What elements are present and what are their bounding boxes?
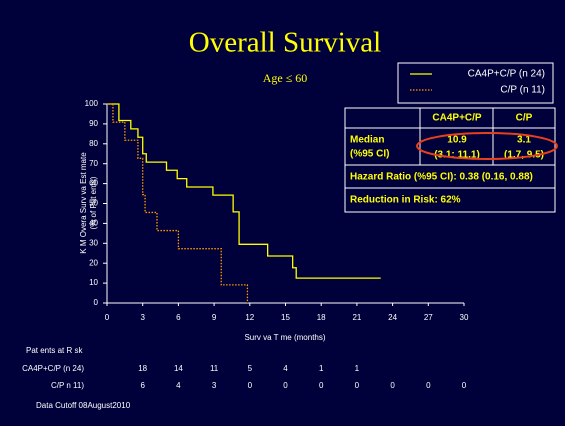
risk-count: 3 <box>212 381 217 390</box>
row-label: Median <box>350 135 384 146</box>
median-ci: (1.7, 9.5) <box>504 150 544 161</box>
risk-count: 4 <box>283 364 288 373</box>
risk-reduction: Reduction in Risk: 62% <box>350 195 461 206</box>
risk-title: Pat ents at R sk <box>26 346 83 355</box>
risk-count: 1 <box>355 364 360 373</box>
risk-count: 18 <box>138 364 147 373</box>
x-tick-label: 27 <box>424 313 433 322</box>
x-tick-label: 18 <box>317 313 326 322</box>
x-tick-label: 6 <box>176 313 181 322</box>
y-tick-label: 60 <box>89 179 98 188</box>
y-tick-label: 20 <box>89 258 98 267</box>
risk-count: 0 <box>462 381 467 390</box>
risk-count: 0 <box>426 381 431 390</box>
x-tick-label: 0 <box>105 313 110 322</box>
survival-curve <box>107 103 249 303</box>
x-tick-label: 30 <box>460 313 469 322</box>
risk-count: 0 <box>390 381 395 390</box>
legend-box <box>397 62 554 104</box>
risk-count: 4 <box>176 381 181 390</box>
risk-count: 5 <box>248 364 253 373</box>
row-label: (%95 CI) <box>350 149 389 160</box>
y-tick-label: 50 <box>89 199 98 208</box>
y-tick-label: 90 <box>89 119 98 128</box>
x-tick-label: 12 <box>245 313 254 322</box>
risk-count: 6 <box>140 381 145 390</box>
x-axis-label: Surv va T me (months) <box>244 333 325 342</box>
hazard-ratio: Hazard Ratio (%95 CI): 0.38 (0.16, 0.88) <box>350 172 533 183</box>
result-table: CA4P+C/P C/P Median (%95 CI) 10.9 (3.1: … <box>344 107 558 213</box>
y-tick-label: 30 <box>89 238 98 247</box>
risk-count: 0 <box>248 381 253 390</box>
risk-count: 11 <box>210 364 219 373</box>
survival-curve <box>107 103 381 279</box>
y-tick-label: 40 <box>89 219 98 228</box>
x-tick-label: 3 <box>140 313 145 322</box>
risk-count: 0 <box>355 381 360 390</box>
median-value: 3.1 <box>517 135 531 146</box>
legend-label: C/P (n 11) <box>500 85 545 96</box>
y-tick-label: 0 <box>94 298 99 307</box>
table-header: CA4P+C/P <box>432 113 482 124</box>
risk-count: 0 <box>283 381 288 390</box>
risk-row-label: CA4P+C/P (n 24) <box>22 364 84 373</box>
y-tick-label: 70 <box>89 159 98 168</box>
risk-row-label: C/P n 11) <box>51 381 84 390</box>
risk-count: 0 <box>319 381 324 390</box>
x-tick-label: 15 <box>281 313 290 322</box>
risk-count: 1 <box>319 364 324 373</box>
y-axis-label: K M Overa Surv va Est mate <box>79 152 88 254</box>
y-tick-label: 10 <box>89 278 98 287</box>
risk-count: 14 <box>174 364 183 373</box>
median-ci: (3.1: 11.1) <box>434 150 480 161</box>
x-tick-label: 24 <box>388 313 397 322</box>
y-tick-label: 80 <box>89 139 98 148</box>
footer: Data Cutoff 08August2010 <box>36 401 131 410</box>
median-value: 10.9 <box>447 135 467 146</box>
chart-title: Overall Survival <box>189 27 381 59</box>
legend-label: CA4P+C/P (n 24) <box>468 69 545 80</box>
x-tick-label: 9 <box>212 313 217 322</box>
y-axis-label: (% of Pat ents) <box>89 176 98 229</box>
highlight-ellipse <box>416 132 558 160</box>
table-header: C/P <box>516 113 533 124</box>
chart-subtitle: Age ≤ 60 <box>263 71 308 85</box>
x-tick-label: 21 <box>352 313 361 322</box>
y-tick-label: 100 <box>85 99 99 108</box>
table-border <box>344 107 556 213</box>
